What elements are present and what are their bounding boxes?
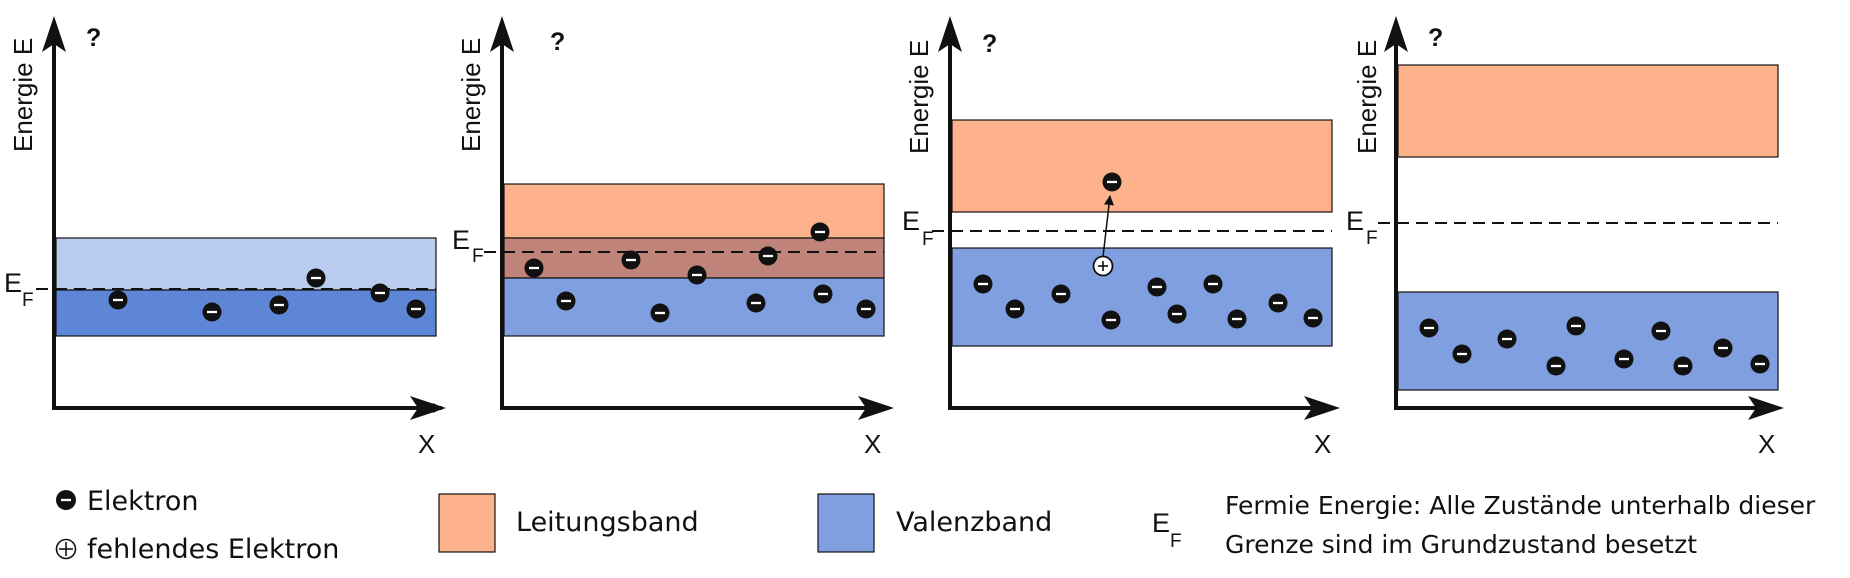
fermi-label: E bbox=[4, 268, 22, 298]
question-mark: ? bbox=[86, 24, 101, 52]
panel-3: Energie E X ? E F bbox=[902, 16, 1340, 459]
legend-hole: fehlendes Elektron bbox=[55, 534, 339, 565]
x-axis-arrowhead bbox=[1748, 396, 1784, 420]
fermi-label: E bbox=[902, 206, 920, 236]
electron bbox=[1497, 329, 1517, 349]
electron bbox=[1102, 172, 1122, 192]
y-axis-arrowhead bbox=[1384, 16, 1408, 52]
legend-fermi-symbol: E bbox=[1152, 508, 1170, 538]
conduction-band-swatch bbox=[438, 493, 496, 553]
legend-fermi-line-2: Grenze sind im Grundzustand besetzt bbox=[1225, 530, 1697, 559]
question-mark: ? bbox=[1428, 24, 1443, 52]
electron bbox=[370, 283, 390, 303]
electron bbox=[1268, 293, 1288, 313]
panel-2: Energie E X ? E F bbox=[452, 16, 894, 459]
electron bbox=[556, 291, 576, 311]
legend-valence-band: Valenzband bbox=[817, 493, 1052, 553]
electron bbox=[1147, 277, 1167, 297]
electron bbox=[1101, 310, 1121, 330]
y-axis-label: Energie E bbox=[456, 38, 486, 152]
electron bbox=[1419, 318, 1439, 338]
fermi-label-sub: F bbox=[472, 246, 484, 267]
question-mark: ? bbox=[550, 28, 565, 56]
electron bbox=[1005, 299, 1025, 319]
fermi-label: E bbox=[1346, 206, 1364, 236]
electron bbox=[813, 284, 833, 304]
electron bbox=[1614, 349, 1634, 369]
electron bbox=[746, 293, 766, 313]
electron bbox=[406, 299, 426, 319]
x-axis-label: X bbox=[1314, 429, 1331, 459]
legend-electron: Elektron bbox=[56, 486, 199, 517]
electron bbox=[1566, 316, 1586, 336]
electron bbox=[108, 290, 128, 310]
electron bbox=[1227, 309, 1247, 329]
hole-icon bbox=[55, 538, 77, 560]
electrons bbox=[1419, 316, 1770, 376]
electron bbox=[621, 250, 641, 270]
electron bbox=[810, 222, 830, 242]
fermi-label: E bbox=[452, 225, 470, 255]
electron bbox=[1167, 304, 1187, 324]
electron bbox=[1546, 356, 1566, 376]
x-axis-arrowhead bbox=[410, 396, 446, 420]
electron bbox=[1713, 338, 1733, 358]
electron bbox=[973, 274, 993, 294]
valence-band-swatch bbox=[817, 493, 875, 553]
y-axis-arrowhead bbox=[42, 16, 66, 52]
panel-1: Energie E X ? E F bbox=[4, 16, 446, 459]
electrons bbox=[524, 222, 876, 323]
legend-fermi-line-1: Fermie Energie: Alle Zustände unterhalb … bbox=[1225, 491, 1816, 520]
electron bbox=[1203, 274, 1223, 294]
x-axis-label: X bbox=[1758, 429, 1775, 459]
x-axis-label: X bbox=[864, 429, 881, 459]
electron bbox=[650, 303, 670, 323]
y-axis-label: Energie E bbox=[904, 40, 934, 154]
y-axis-arrowhead bbox=[490, 16, 514, 52]
y-axis-label: Energie E bbox=[1352, 40, 1382, 154]
electrons bbox=[108, 268, 426, 322]
conduction-band bbox=[951, 119, 1333, 213]
legend-fermi-energy: E F Fermie Energie: Alle Zustände unterh… bbox=[1152, 491, 1816, 559]
legend-conduction-band-label: Leitungsband bbox=[516, 507, 699, 538]
partially-filled-band-upper bbox=[55, 237, 437, 291]
legend-hole-label: fehlendes Elektron bbox=[87, 534, 339, 565]
legend-electron-label: Elektron bbox=[87, 486, 199, 517]
electron bbox=[1303, 308, 1323, 328]
legend: Elektron fehlendes Elektron Leitungsband… bbox=[55, 486, 1816, 565]
electron bbox=[306, 268, 326, 288]
electron bbox=[269, 295, 289, 315]
fermi-label-sub: F bbox=[922, 229, 934, 250]
electron bbox=[1673, 356, 1693, 376]
electron bbox=[1452, 344, 1472, 364]
y-axis-arrowhead bbox=[938, 16, 962, 52]
valence-band bbox=[1397, 291, 1779, 391]
valence-band bbox=[951, 247, 1333, 347]
electron bbox=[856, 299, 876, 319]
legend-valence-band-label: Valenzband bbox=[896, 507, 1052, 538]
question-mark: ? bbox=[982, 30, 997, 58]
electron bbox=[1651, 321, 1671, 341]
x-axis-label: X bbox=[418, 429, 435, 459]
y-axis-label: Energie E bbox=[8, 38, 38, 152]
conduction-band bbox=[1397, 64, 1779, 158]
legend-conduction-band: Leitungsband bbox=[438, 493, 699, 553]
hole bbox=[1092, 255, 1114, 277]
fermi-label-sub: F bbox=[22, 290, 34, 311]
electron bbox=[1051, 284, 1071, 304]
x-axis-arrowhead bbox=[858, 396, 894, 420]
fermi-label-sub: F bbox=[1366, 228, 1378, 249]
electron bbox=[687, 265, 707, 285]
electron-icon bbox=[56, 490, 76, 510]
electron bbox=[524, 258, 544, 278]
excitation-arrow bbox=[1102, 195, 1114, 258]
x-axis-arrowhead bbox=[1304, 396, 1340, 420]
panel-4: Energie E X ? E F bbox=[1346, 16, 1784, 459]
electron bbox=[1750, 354, 1770, 374]
electron bbox=[202, 302, 222, 322]
electrons bbox=[973, 274, 1323, 330]
legend-fermi-symbol-sub: F bbox=[1170, 531, 1182, 552]
electron bbox=[758, 246, 778, 266]
